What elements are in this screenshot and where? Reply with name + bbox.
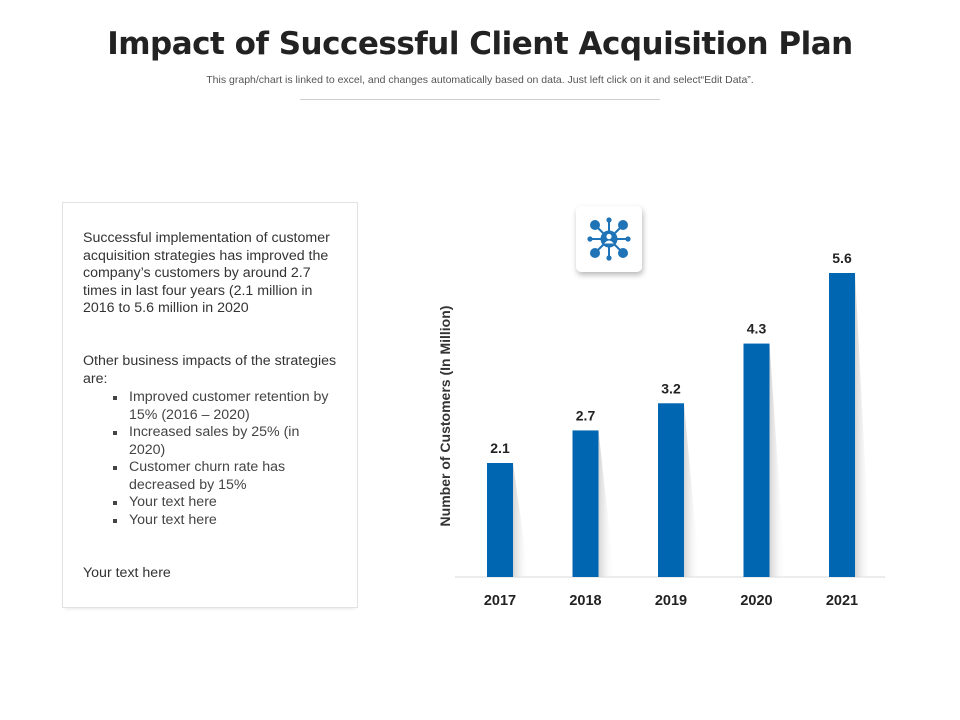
bar-shadow (855, 273, 871, 577)
bar-2018 (572, 430, 599, 577)
bar-shadow (598, 430, 615, 577)
data-label-2018: 2.7 (576, 407, 596, 423)
bar-2019 (658, 403, 684, 577)
x-tick-label-2019: 2019 (655, 593, 687, 609)
x-tick-label-2018: 2018 (569, 593, 601, 609)
description-text-box: Successful implementation of customer ac… (62, 202, 358, 608)
bar-2017 (487, 463, 513, 577)
impacts-intro: Other business impacts of the strategies… (83, 353, 337, 387)
bar-2021 (829, 273, 855, 577)
bar-shadow (513, 463, 529, 577)
closing-paragraph: Your text here (83, 565, 171, 581)
data-label-2019: 3.2 (661, 380, 681, 396)
list-item: Increased sales by 25% (in 2020) (113, 424, 329, 459)
data-label-2017: 2.1 (490, 440, 510, 456)
bar-2020 (743, 343, 770, 577)
page-title: Impact of Successful Client Acquisition … (107, 26, 853, 62)
customer-network-icon (587, 217, 631, 261)
data-label-2020: 4.3 (747, 321, 767, 337)
bar-shadow (769, 343, 786, 577)
title-divider (300, 99, 660, 100)
impacts-list: Improved customer retention by 15% (2016… (113, 389, 329, 530)
icon-card (576, 206, 642, 272)
page-subtitle: This graph/chart is linked to excel, and… (206, 74, 754, 86)
x-tick-label-2021: 2021 (826, 593, 858, 609)
x-tick-label-2017: 2017 (484, 593, 516, 609)
data-label-2021: 5.6 (832, 250, 852, 266)
list-item: Your text here (113, 512, 329, 530)
bar-shadow (684, 403, 700, 577)
list-item: Customer churn rate has decreased by 15% (113, 459, 329, 494)
list-item: Your text here (113, 494, 329, 512)
list-item: Improved customer retention by 15% (2016… (113, 389, 329, 423)
summary-paragraph: Successful implementation of customer ac… (83, 230, 330, 316)
x-tick-label-2020: 2020 (740, 593, 772, 609)
